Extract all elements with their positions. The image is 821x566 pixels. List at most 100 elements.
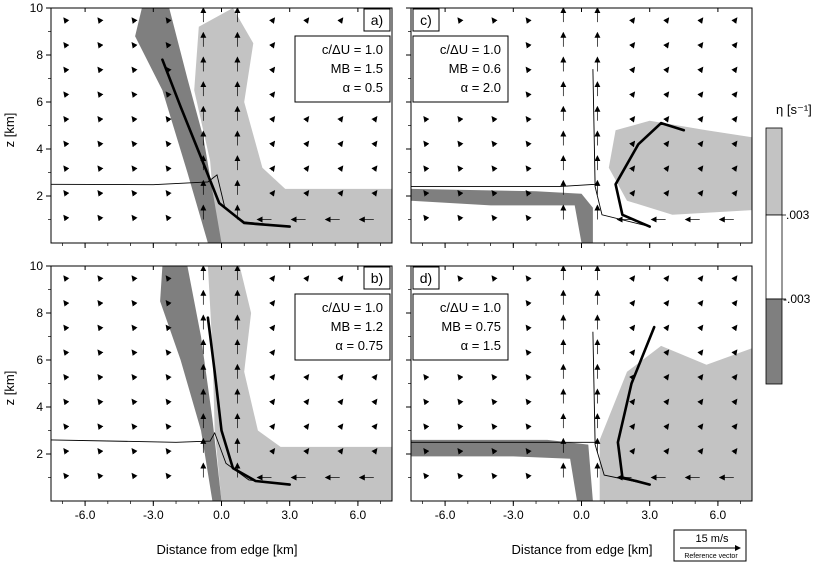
velocity-vector [697, 165, 704, 172]
velocity-vector [63, 448, 70, 455]
velocity-vector [457, 214, 464, 222]
parameter-line: α = 2.0 [461, 80, 501, 95]
velocity-vector [63, 472, 70, 480]
x-tick-label: -6.0 [435, 508, 456, 522]
velocity-vector [97, 66, 104, 74]
parameter-line: α = 0.75 [335, 338, 383, 353]
velocity-vector [337, 275, 344, 282]
velocity-vector [131, 116, 138, 123]
velocity-vector [165, 41, 172, 49]
velocity-vector [371, 398, 378, 406]
velocity-vector [525, 190, 532, 197]
velocity-vector [663, 275, 670, 282]
velocity-vector [131, 324, 138, 332]
outflow-boundary-curve [616, 325, 656, 486]
velocity-vector [697, 448, 704, 455]
parameter-line: α = 0.5 [343, 80, 383, 95]
velocity-vector [269, 140, 276, 148]
velocity-vector [423, 190, 430, 197]
velocity-vector [423, 448, 430, 455]
velocity-vector [165, 349, 172, 356]
velocity-vector [491, 190, 498, 197]
velocity-vector [63, 66, 70, 74]
velocity-vector [491, 17, 498, 24]
velocity-vector [337, 448, 344, 455]
velocity-vector [525, 349, 532, 356]
velocity-vector [663, 41, 670, 49]
y-axis-label-bottom: z [km] [2, 371, 17, 406]
velocity-vector [269, 116, 276, 123]
velocity-vector [697, 116, 704, 123]
x-tick-label: -6.0 [75, 508, 96, 522]
velocity-vector [97, 373, 104, 381]
velocity-vector [525, 423, 532, 430]
velocity-vector [525, 214, 532, 222]
y-tick-label: 6 [36, 95, 43, 109]
velocity-vector [269, 448, 276, 455]
velocity-vector [663, 91, 670, 98]
velocity-vector [269, 398, 276, 406]
panel-a: 2 4 6 8 10 a) c/ΔU = 1.0 MB = 1.5 α = 0.5 [30, 1, 393, 248]
velocity-vector [97, 140, 104, 148]
velocity-vector [525, 66, 532, 74]
velocity-vector [629, 373, 636, 381]
velocity-vector [731, 349, 738, 356]
velocity-vector [629, 190, 636, 197]
velocity-vector [337, 423, 344, 430]
velocity-vector [97, 214, 104, 222]
velocity-vector [337, 116, 344, 123]
velocity-vector [491, 275, 498, 282]
velocity-vector [165, 140, 172, 148]
velocity-vector [731, 41, 738, 49]
velocity-vector [63, 17, 70, 24]
velocity-vector [303, 398, 310, 406]
velocity-vector [457, 423, 464, 430]
velocity-vector [731, 275, 738, 282]
parameter-line: c/ΔU = 1.0 [440, 42, 501, 57]
reference-vector-speed: 15 m/s [695, 533, 729, 545]
velocity-vector [97, 17, 104, 24]
velocity-vector [63, 91, 70, 98]
velocity-vector [269, 349, 276, 356]
parameter-line: MB = 1.5 [331, 61, 383, 76]
velocity-vector [491, 423, 498, 430]
velocity-vector [629, 91, 636, 98]
velocity-vector [731, 165, 738, 172]
velocity-vector [663, 299, 670, 307]
velocity-vector [131, 190, 138, 197]
velocity-vector [165, 324, 172, 332]
velocity-vector [131, 423, 138, 430]
velocity-vector [525, 373, 532, 381]
velocity-vector [457, 140, 464, 148]
velocity-vector [663, 165, 670, 172]
velocity-vector [663, 423, 670, 430]
velocity-vector [269, 165, 276, 172]
velocity-vector [663, 66, 670, 74]
velocity-vector [63, 41, 70, 49]
velocity-vector [629, 299, 636, 307]
parameter-line: c/ΔU = 1.0 [440, 300, 501, 315]
panel-letter: b) [371, 270, 383, 286]
panel-letter-box [363, 266, 391, 290]
velocity-vector [97, 324, 104, 332]
velocity-vector [131, 214, 138, 222]
velocity-vector [131, 275, 138, 282]
velocity-vector [63, 324, 70, 332]
panel-letter-box [363, 8, 391, 32]
y-tick-label: 4 [36, 400, 43, 414]
velocity-vector [731, 116, 738, 123]
velocity-vector [525, 299, 532, 307]
velocity-vector [165, 448, 172, 455]
x-tick-label: 6.0 [710, 508, 727, 522]
velocity-vector [663, 448, 670, 455]
velocity-vector [269, 275, 276, 282]
velocity-vector [63, 398, 70, 406]
velocity-vector [63, 373, 70, 381]
velocity-vector [525, 17, 532, 24]
velocity-vector [663, 116, 670, 123]
colorbar-positive-swatch [765, 127, 783, 216]
velocity-vector [97, 41, 104, 49]
colorbar-negative-swatch [765, 298, 783, 385]
velocity-vector [303, 423, 310, 430]
streamline [411, 69, 650, 228]
